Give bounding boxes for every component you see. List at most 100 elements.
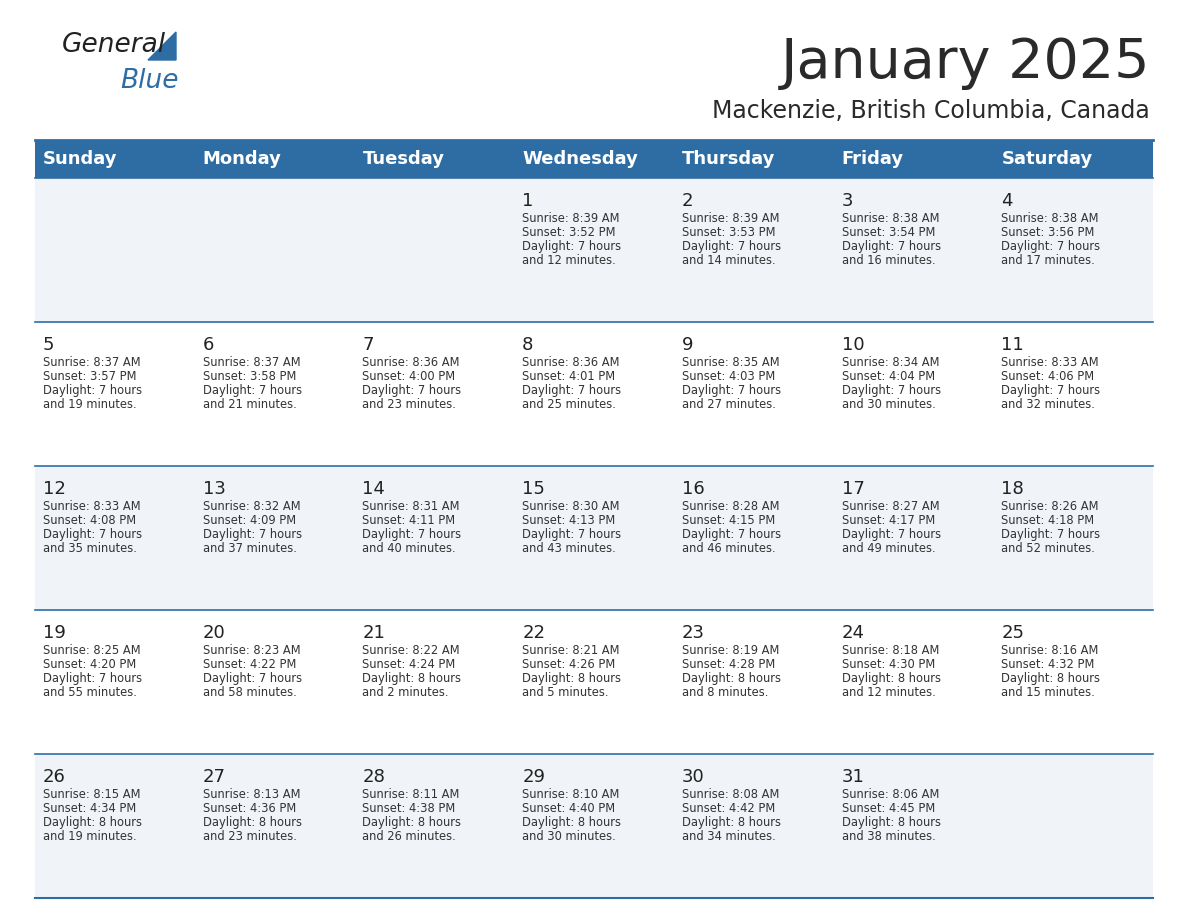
Text: Sunrise: 8:27 AM: Sunrise: 8:27 AM [841,500,940,513]
Text: Sunset: 4:18 PM: Sunset: 4:18 PM [1001,514,1094,527]
Text: and 2 minutes.: and 2 minutes. [362,686,449,699]
Text: and 5 minutes.: and 5 minutes. [523,686,608,699]
Text: Sunset: 3:54 PM: Sunset: 3:54 PM [841,226,935,239]
Text: 26: 26 [43,768,65,786]
Text: 20: 20 [203,624,226,642]
Text: Daylight: 7 hours: Daylight: 7 hours [203,528,302,541]
Text: Daylight: 7 hours: Daylight: 7 hours [43,528,143,541]
Text: and 37 minutes.: and 37 minutes. [203,542,297,555]
Text: Sunset: 3:52 PM: Sunset: 3:52 PM [523,226,615,239]
Text: Daylight: 7 hours: Daylight: 7 hours [43,384,143,397]
Text: Sunrise: 8:33 AM: Sunrise: 8:33 AM [1001,356,1099,369]
Text: Mackenzie, British Columbia, Canada: Mackenzie, British Columbia, Canada [713,99,1150,123]
Text: Daylight: 7 hours: Daylight: 7 hours [362,384,462,397]
Bar [34,322,1154,466]
Text: Sunset: 4:26 PM: Sunset: 4:26 PM [523,658,615,671]
Text: Daylight: 7 hours: Daylight: 7 hours [362,528,462,541]
Text: Sunset: 4:09 PM: Sunset: 4:09 PM [203,514,296,527]
Text: and 19 minutes.: and 19 minutes. [43,830,137,843]
Text: Sunrise: 8:25 AM: Sunrise: 8:25 AM [43,644,140,657]
Text: and 12 minutes.: and 12 minutes. [841,686,935,699]
Text: and 8 minutes.: and 8 minutes. [682,686,769,699]
Text: Sunday: Sunday [43,150,118,168]
Text: Daylight: 8 hours: Daylight: 8 hours [362,816,461,829]
Text: Sunset: 4:03 PM: Sunset: 4:03 PM [682,370,775,383]
Text: and 17 minutes.: and 17 minutes. [1001,254,1095,267]
Text: and 30 minutes.: and 30 minutes. [841,398,935,411]
Text: Monday: Monday [203,150,282,168]
Text: Sunset: 4:04 PM: Sunset: 4:04 PM [841,370,935,383]
Text: Sunset: 4:17 PM: Sunset: 4:17 PM [841,514,935,527]
Text: Daylight: 7 hours: Daylight: 7 hours [523,384,621,397]
Bar [34,754,1154,898]
Text: Sunrise: 8:23 AM: Sunrise: 8:23 AM [203,644,301,657]
Text: and 52 minutes.: and 52 minutes. [1001,542,1095,555]
Text: Daylight: 8 hours: Daylight: 8 hours [1001,672,1100,685]
Text: Sunset: 4:06 PM: Sunset: 4:06 PM [1001,370,1094,383]
Text: Daylight: 7 hours: Daylight: 7 hours [203,384,302,397]
Text: and 46 minutes.: and 46 minutes. [682,542,776,555]
Text: Daylight: 7 hours: Daylight: 7 hours [1001,528,1100,541]
Text: and 40 minutes.: and 40 minutes. [362,542,456,555]
Text: Sunrise: 8:21 AM: Sunrise: 8:21 AM [523,644,620,657]
Text: Sunset: 4:01 PM: Sunset: 4:01 PM [523,370,615,383]
Text: and 21 minutes.: and 21 minutes. [203,398,297,411]
Text: General: General [62,32,166,58]
Text: 8: 8 [523,336,533,354]
Text: Sunrise: 8:38 AM: Sunrise: 8:38 AM [1001,212,1099,225]
Text: Daylight: 7 hours: Daylight: 7 hours [841,384,941,397]
Text: and 27 minutes.: and 27 minutes. [682,398,776,411]
Text: Daylight: 8 hours: Daylight: 8 hours [523,672,621,685]
Text: and 43 minutes.: and 43 minutes. [523,542,615,555]
Text: and 12 minutes.: and 12 minutes. [523,254,615,267]
Text: Sunrise: 8:18 AM: Sunrise: 8:18 AM [841,644,939,657]
Text: Friday: Friday [841,150,904,168]
Text: Sunset: 4:38 PM: Sunset: 4:38 PM [362,802,456,815]
Text: Sunset: 4:22 PM: Sunset: 4:22 PM [203,658,296,671]
Text: Daylight: 8 hours: Daylight: 8 hours [841,816,941,829]
Text: Sunset: 4:13 PM: Sunset: 4:13 PM [523,514,615,527]
Text: Sunrise: 8:08 AM: Sunrise: 8:08 AM [682,788,779,801]
Text: January 2025: January 2025 [781,36,1150,90]
Text: Sunset: 4:40 PM: Sunset: 4:40 PM [523,802,615,815]
Bar [34,610,1154,754]
Text: and 55 minutes.: and 55 minutes. [43,686,137,699]
Text: Sunset: 4:20 PM: Sunset: 4:20 PM [43,658,137,671]
Text: Daylight: 7 hours: Daylight: 7 hours [523,528,621,541]
Text: Tuesday: Tuesday [362,150,444,168]
Text: 18: 18 [1001,480,1024,498]
Text: Sunset: 3:58 PM: Sunset: 3:58 PM [203,370,296,383]
Text: Sunset: 3:53 PM: Sunset: 3:53 PM [682,226,776,239]
Text: Sunset: 4:24 PM: Sunset: 4:24 PM [362,658,456,671]
Text: Sunset: 4:34 PM: Sunset: 4:34 PM [43,802,137,815]
Text: 19: 19 [43,624,65,642]
Text: 22: 22 [523,624,545,642]
Text: Daylight: 7 hours: Daylight: 7 hours [682,528,781,541]
Text: 27: 27 [203,768,226,786]
Text: Sunset: 4:42 PM: Sunset: 4:42 PM [682,802,775,815]
Text: Daylight: 7 hours: Daylight: 7 hours [841,528,941,541]
Text: 14: 14 [362,480,385,498]
Text: 16: 16 [682,480,704,498]
Text: Sunset: 3:56 PM: Sunset: 3:56 PM [1001,226,1094,239]
Text: Daylight: 7 hours: Daylight: 7 hours [43,672,143,685]
Text: 24: 24 [841,624,865,642]
Text: 15: 15 [523,480,545,498]
Text: Sunrise: 8:38 AM: Sunrise: 8:38 AM [841,212,939,225]
Text: Thursday: Thursday [682,150,776,168]
Text: Sunset: 4:30 PM: Sunset: 4:30 PM [841,658,935,671]
Bar [34,466,1154,610]
Text: Daylight: 7 hours: Daylight: 7 hours [203,672,302,685]
Text: Sunrise: 8:15 AM: Sunrise: 8:15 AM [43,788,140,801]
Text: Daylight: 8 hours: Daylight: 8 hours [682,672,781,685]
Text: Sunset: 4:15 PM: Sunset: 4:15 PM [682,514,775,527]
Text: 29: 29 [523,768,545,786]
Text: 5: 5 [43,336,55,354]
Text: 12: 12 [43,480,65,498]
Text: 25: 25 [1001,624,1024,642]
Text: Sunset: 4:08 PM: Sunset: 4:08 PM [43,514,137,527]
Text: Daylight: 7 hours: Daylight: 7 hours [682,384,781,397]
Text: Daylight: 8 hours: Daylight: 8 hours [841,672,941,685]
Text: and 19 minutes.: and 19 minutes. [43,398,137,411]
Text: Sunrise: 8:36 AM: Sunrise: 8:36 AM [362,356,460,369]
